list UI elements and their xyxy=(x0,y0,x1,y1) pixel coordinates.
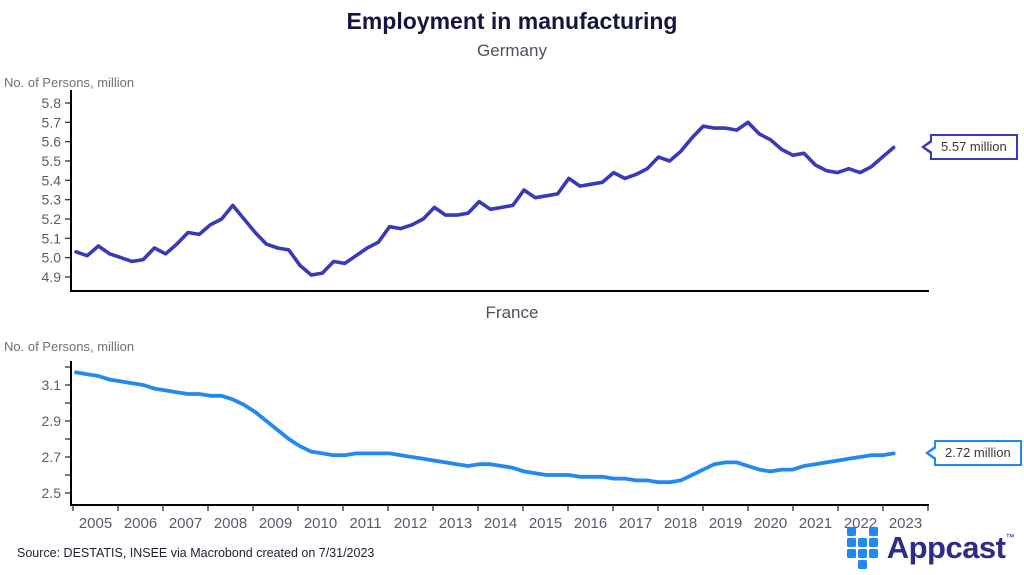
svg-text:2021: 2021 xyxy=(799,515,832,532)
source-note: Source: DESTATIS, INSEE via Macrobond cr… xyxy=(17,546,375,560)
svg-text:3.1: 3.1 xyxy=(42,377,62,393)
svg-text:2014: 2014 xyxy=(484,515,517,532)
svg-text:2.5: 2.5 xyxy=(42,485,62,501)
svg-text:2020: 2020 xyxy=(754,515,787,532)
svg-text:2013: 2013 xyxy=(439,515,472,532)
svg-text:4.9: 4.9 xyxy=(42,269,62,285)
svg-text:2018: 2018 xyxy=(664,515,697,532)
svg-text:5.8: 5.8 xyxy=(42,95,62,111)
france-value-callout: 2.72 million xyxy=(925,440,1022,466)
svg-text:5.6: 5.6 xyxy=(42,134,62,150)
svg-text:2015: 2015 xyxy=(529,515,562,532)
svg-text:2006: 2006 xyxy=(124,515,157,532)
svg-text:2012: 2012 xyxy=(394,515,427,532)
appcast-logo-text: Appcast xyxy=(886,530,1006,565)
germany-panel-title: Germany xyxy=(477,41,547,60)
svg-text:2019: 2019 xyxy=(709,515,742,532)
svg-text:2023: 2023 xyxy=(889,515,922,532)
svg-text:2008: 2008 xyxy=(214,515,247,532)
svg-text:5.5: 5.5 xyxy=(42,153,62,169)
appcast-logo-mark-icon xyxy=(846,527,878,569)
france-y-axis-label: No. of Persons, million xyxy=(4,339,135,354)
france-line-chart: 3.1 2.9 2.7 2.5 2005 2006 2007 2008 2009 2010 2011… xyxy=(42,361,929,532)
svg-text:2016: 2016 xyxy=(574,515,607,532)
svg-text:2.7: 2.7 xyxy=(42,449,62,465)
germany-last-value: 5.57 million xyxy=(941,139,1007,154)
svg-text:5.0: 5.0 xyxy=(42,250,62,266)
germany-line-chart: 5.8 5.7 5.6 5.5 5.4 5.3 5.2 5.1 5.0 4.9 xyxy=(42,90,929,292)
svg-text:2011: 2011 xyxy=(349,515,381,532)
france-last-value: 2.72 million xyxy=(945,445,1011,460)
svg-text:2017: 2017 xyxy=(619,515,652,532)
trademark-symbol: ™ xyxy=(1005,532,1015,542)
svg-text:5.7: 5.7 xyxy=(42,114,62,130)
appcast-logo-wordmark: Appcast™ xyxy=(886,530,1015,566)
svg-text:2.9: 2.9 xyxy=(42,413,62,429)
svg-text:5.1: 5.1 xyxy=(42,230,62,246)
svg-text:5.3: 5.3 xyxy=(42,192,62,208)
page-title: Employment in manufacturing xyxy=(346,8,678,34)
svg-text:2005: 2005 xyxy=(79,515,112,532)
svg-text:2007: 2007 xyxy=(169,515,202,532)
appcast-logo: Appcast™ xyxy=(846,527,1015,569)
germany-value-callout: 5.57 million xyxy=(921,134,1018,160)
svg-text:2010: 2010 xyxy=(304,515,337,532)
svg-text:2009: 2009 xyxy=(259,515,292,532)
svg-text:5.2: 5.2 xyxy=(42,211,62,227)
germany-y-axis-label: No. of Persons, million xyxy=(4,75,135,90)
france-panel-title: France xyxy=(485,303,539,322)
svg-text:5.4: 5.4 xyxy=(42,172,62,188)
